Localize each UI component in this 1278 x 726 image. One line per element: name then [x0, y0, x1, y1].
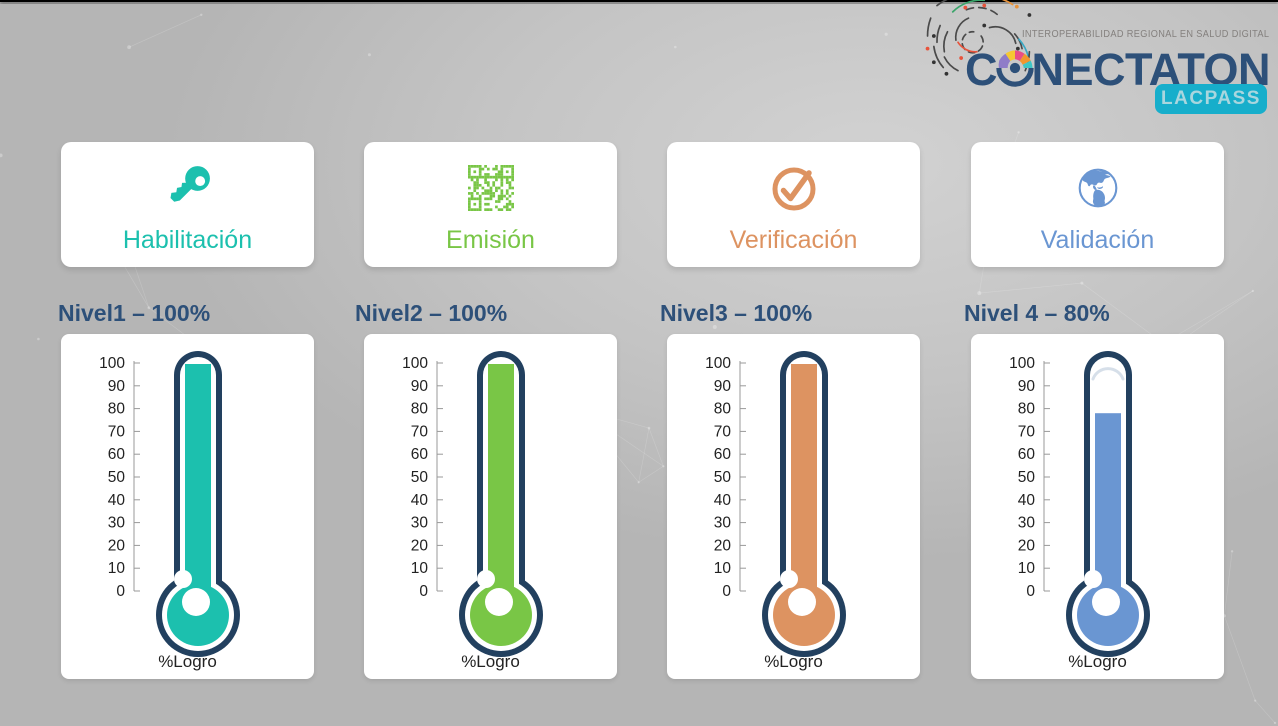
svg-text:100: 100	[99, 355, 125, 372]
svg-text:60: 60	[108, 446, 126, 463]
svg-text:10: 10	[108, 560, 126, 577]
svg-text:10: 10	[1018, 560, 1036, 577]
svg-text:50: 50	[714, 469, 732, 486]
svg-text:10: 10	[714, 560, 732, 577]
svg-text:0: 0	[722, 583, 731, 600]
svg-text:40: 40	[1018, 492, 1036, 509]
svg-text:30: 30	[714, 515, 732, 532]
svg-text:80: 80	[714, 401, 732, 418]
svg-text:0: 0	[1026, 583, 1035, 600]
svg-text:60: 60	[411, 446, 429, 463]
svg-text:40: 40	[411, 492, 429, 509]
svg-text:90: 90	[108, 378, 126, 395]
svg-text:80: 80	[411, 401, 429, 418]
svg-text:30: 30	[1018, 515, 1036, 532]
svg-text:40: 40	[108, 492, 126, 509]
svg-text:50: 50	[1018, 469, 1036, 486]
svg-text:20: 20	[714, 537, 732, 554]
svg-text:100: 100	[705, 355, 731, 372]
svg-text:90: 90	[411, 378, 429, 395]
svg-text:70: 70	[714, 423, 732, 440]
svg-text:90: 90	[1018, 378, 1036, 395]
svg-text:100: 100	[402, 355, 428, 372]
svg-text:60: 60	[714, 446, 732, 463]
svg-text:100: 100	[1009, 355, 1035, 372]
svg-text:60: 60	[1018, 446, 1036, 463]
svg-text:90: 90	[714, 378, 732, 395]
svg-text:20: 20	[411, 537, 429, 554]
svg-text:80: 80	[108, 401, 126, 418]
svg-text:80: 80	[1018, 401, 1036, 418]
svg-text:50: 50	[411, 469, 429, 486]
svg-text:0: 0	[419, 583, 428, 600]
svg-text:70: 70	[108, 423, 126, 440]
svg-text:30: 30	[108, 515, 126, 532]
svg-text:40: 40	[714, 492, 732, 509]
svg-text:70: 70	[1018, 423, 1036, 440]
svg-text:20: 20	[1018, 537, 1036, 554]
svg-text:0: 0	[116, 583, 125, 600]
svg-text:10: 10	[411, 560, 429, 577]
svg-text:30: 30	[411, 515, 429, 532]
svg-text:70: 70	[411, 423, 429, 440]
svg-text:50: 50	[108, 469, 126, 486]
svg-text:20: 20	[108, 537, 126, 554]
